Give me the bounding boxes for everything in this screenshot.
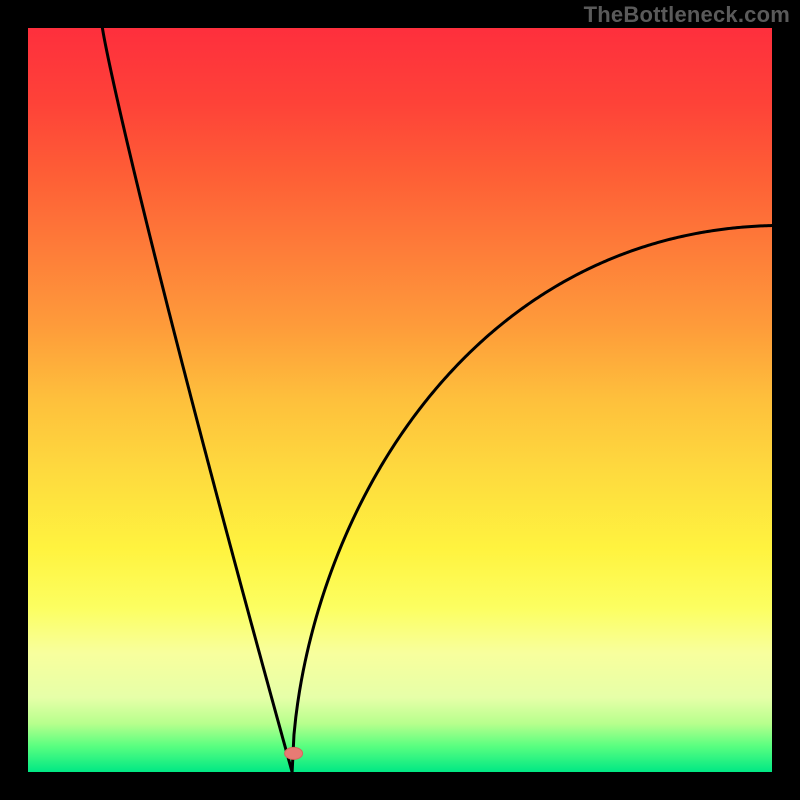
chart-frame: TheBottleneck.com — [0, 0, 800, 800]
bottleneck-chart — [28, 28, 772, 772]
dip-marker — [285, 747, 303, 759]
watermark-text: TheBottleneck.com — [584, 2, 790, 28]
chart-background — [28, 28, 772, 772]
